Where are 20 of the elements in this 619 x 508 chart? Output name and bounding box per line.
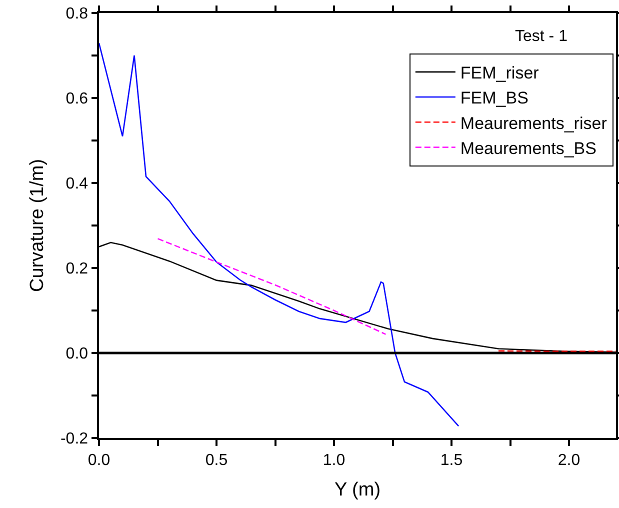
x-axis-title: Y (m) (334, 479, 381, 500)
y-tick-label: 0.4 (66, 176, 88, 193)
y-tick-label: 0.8 (66, 6, 88, 23)
legend-label: Meaurements_riser (460, 114, 608, 133)
x-tick-label: 0.5 (205, 452, 228, 469)
y-tick-label: -0.2 (60, 430, 88, 448)
y-tick-label: 0.0 (66, 346, 88, 363)
x-tick-label: 2.0 (558, 452, 580, 469)
x-tick-label: 0.0 (88, 452, 110, 469)
y-tick-label: 0.6 (66, 90, 88, 108)
y-axis-title: Curvature (1/m) (26, 158, 48, 292)
x-tick-label: 1.5 (440, 452, 463, 469)
y-tick-label: 0.2 (66, 260, 88, 278)
annotation: Test - 1 (515, 28, 568, 45)
line-series (157, 238, 386, 335)
legend-label: FEM_BS (460, 88, 528, 108)
legend-label: FEM_riser (460, 64, 540, 83)
line-series (99, 42, 460, 427)
legend-label: Meaurements_BS (460, 138, 596, 158)
x-tick-label: 1.0 (322, 452, 346, 469)
